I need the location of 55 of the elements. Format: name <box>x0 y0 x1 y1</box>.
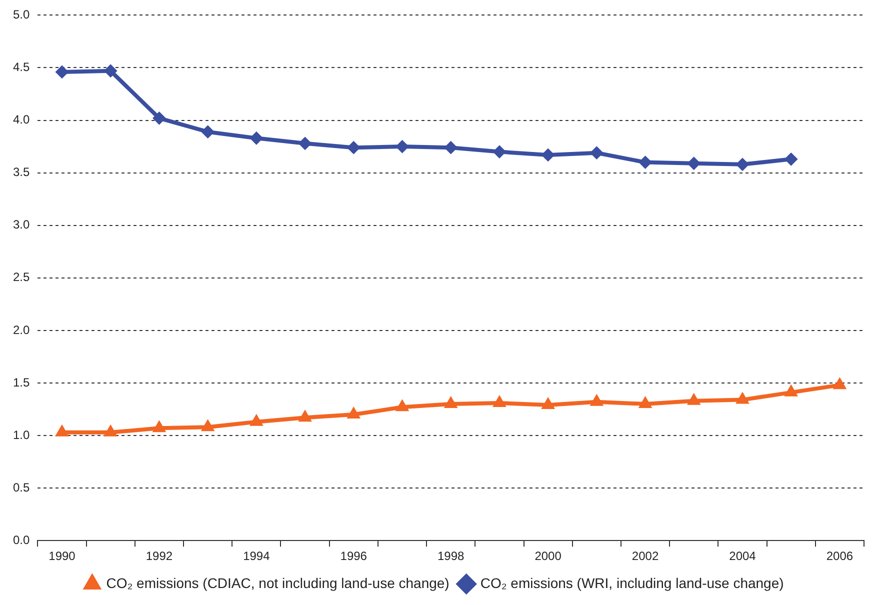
y-tick-label: 2.5 <box>12 270 30 284</box>
legend-label: CO₂ emissions (CDIAC, not including land-use change) <box>106 574 450 591</box>
point <box>250 414 263 426</box>
y-tick-label: 1.5 <box>12 375 30 390</box>
point <box>152 112 166 125</box>
point <box>104 64 118 78</box>
point <box>152 420 166 432</box>
point <box>736 158 749 171</box>
point <box>492 395 506 407</box>
y-tick-label: 4.5 <box>12 60 30 74</box>
point <box>298 410 312 422</box>
point <box>55 65 68 78</box>
legend-label: CO₂ emissions (WRI, including land-use change) <box>480 574 784 591</box>
x-tick-label: 2000 <box>534 549 562 564</box>
point <box>347 141 360 154</box>
point <box>687 393 700 405</box>
point <box>250 132 263 145</box>
point <box>55 424 69 436</box>
point <box>444 396 458 408</box>
point <box>347 407 360 419</box>
y-tick-label: 2.0 <box>12 322 30 337</box>
y-tick-label: 0.0 <box>12 532 30 547</box>
point <box>104 424 118 436</box>
point <box>736 392 750 404</box>
point <box>833 378 846 390</box>
point <box>492 145 506 158</box>
y-tick-label: 3.0 <box>12 218 30 232</box>
y-tick-label: 3.5 <box>12 165 30 180</box>
x-tick-label: 1996 <box>340 549 368 564</box>
x-tick-label: 1990 <box>48 549 76 564</box>
point <box>298 136 312 150</box>
point <box>784 384 798 396</box>
point <box>541 398 555 410</box>
point <box>687 156 700 170</box>
point <box>590 146 604 160</box>
x-tick-label: 2002 <box>632 549 659 564</box>
point <box>542 148 555 162</box>
point <box>638 156 652 169</box>
point <box>590 394 604 406</box>
y-tick-label: 4.0 <box>12 112 30 127</box>
point <box>638 396 652 408</box>
y-tick-label: 1.0 <box>12 428 30 442</box>
x-tick-label: 1994 <box>243 549 270 564</box>
x-tick-label: 2004 <box>729 549 756 564</box>
y-tick-label: 5.0 <box>12 8 30 22</box>
point <box>784 152 798 166</box>
x-tick-label: 1998 <box>437 549 465 564</box>
point <box>396 400 409 412</box>
x-tick-label: 1992 <box>146 549 173 564</box>
x-tick-label: 2006 <box>826 549 854 564</box>
point <box>201 125 214 138</box>
point <box>201 420 214 432</box>
point <box>444 141 458 154</box>
y-tick-label: 0.5 <box>12 480 30 494</box>
point <box>396 140 409 154</box>
